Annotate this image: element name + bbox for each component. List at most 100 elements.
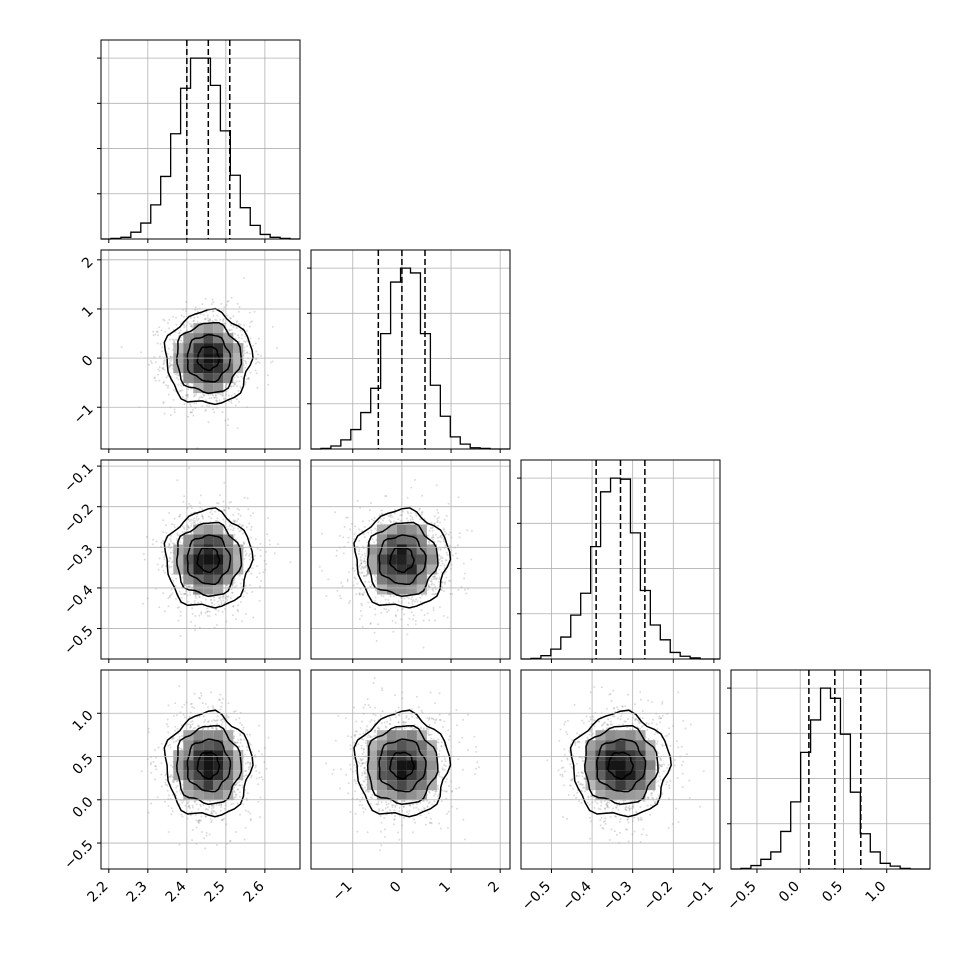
scatter-point <box>146 758 149 761</box>
scatter-point <box>232 315 235 318</box>
scatter-point <box>228 507 230 510</box>
scatter-point <box>188 502 191 505</box>
scatter-point <box>273 552 276 555</box>
scatter-point <box>204 318 207 321</box>
scatter-point <box>379 517 382 520</box>
scatter-point <box>166 352 169 355</box>
scatter-point <box>179 541 182 544</box>
scatter-point <box>194 813 197 816</box>
scatter-point <box>248 378 251 380</box>
scatter-point <box>470 530 473 532</box>
scatter-point <box>229 317 232 320</box>
scatter-point <box>211 320 214 323</box>
scatter-point <box>171 542 174 545</box>
scatter-point <box>438 576 441 579</box>
scatter-point <box>266 374 269 377</box>
scatter-point <box>188 467 191 469</box>
scatter-point <box>212 408 215 411</box>
scatter-point <box>215 394 217 397</box>
scatter-point <box>189 325 192 328</box>
scatter-point <box>228 329 231 331</box>
scatter-point <box>334 511 337 514</box>
scatter-point <box>167 597 170 600</box>
scatter-point <box>186 395 189 398</box>
scatter-point <box>180 384 183 387</box>
scatter-point <box>445 551 448 554</box>
scatter-point <box>225 595 228 598</box>
scatter-point <box>196 519 199 522</box>
scatter-point <box>156 796 159 799</box>
scatter-point <box>430 583 433 586</box>
scatter-point <box>353 532 356 535</box>
scatter-point <box>416 600 419 603</box>
scatter-point <box>160 541 163 544</box>
scatter-point <box>215 502 218 505</box>
scatter-point <box>369 622 372 625</box>
scatter-point <box>248 352 251 355</box>
scatter-point <box>247 377 250 380</box>
scatter-point <box>224 597 227 600</box>
scatter-point <box>383 608 386 610</box>
scatter-point <box>219 708 222 711</box>
scatter-point <box>439 557 442 560</box>
scatter-point <box>346 578 349 581</box>
scatter-point <box>194 615 197 617</box>
scatter-point <box>387 599 390 601</box>
scatter-point <box>265 550 267 553</box>
scatter-point <box>260 579 262 582</box>
scatter-point <box>235 380 238 383</box>
scatter-point <box>352 584 355 587</box>
scatter-point <box>169 355 172 358</box>
scatter-point <box>190 507 193 509</box>
scatter-point <box>439 540 442 543</box>
scatter-point <box>411 603 414 605</box>
scatter-point <box>198 596 201 599</box>
scatter-point <box>364 552 366 555</box>
scatter-point <box>252 616 255 619</box>
scatter-point <box>364 555 367 558</box>
scatter-point <box>157 373 160 376</box>
scatter-point <box>169 414 172 417</box>
scatter-point <box>373 631 376 634</box>
scatter-point <box>222 318 225 320</box>
scatter-point <box>379 521 382 524</box>
scatter-point <box>169 364 172 366</box>
hist-panel-2 <box>517 459 721 663</box>
scatter-point <box>449 580 452 582</box>
scatter-point <box>208 610 211 613</box>
scatter-point <box>217 502 220 505</box>
scatter-point <box>206 610 209 613</box>
scatter-point <box>222 595 224 597</box>
scatter-point <box>157 568 160 571</box>
scatter-point <box>197 601 200 604</box>
scatter-point <box>271 360 274 363</box>
scatter-point <box>154 376 156 379</box>
scatter-point <box>367 531 370 534</box>
scatter-point <box>347 536 350 539</box>
scatter-point <box>439 548 442 551</box>
scatter-point <box>234 618 237 621</box>
scatter-point <box>232 385 235 388</box>
scatter-point <box>161 350 164 353</box>
scatter-point <box>338 594 341 597</box>
density-cell <box>386 554 397 565</box>
scatter-point <box>160 329 163 332</box>
scatter-point <box>409 518 412 521</box>
scatter-point <box>212 310 215 313</box>
scatter-point <box>211 807 214 810</box>
scatter-point <box>229 528 232 531</box>
scatter-point <box>457 496 460 499</box>
scatter-point <box>239 813 241 816</box>
scatter-point <box>200 395 203 398</box>
scatter-point <box>235 321 238 324</box>
scatter-point <box>176 532 179 535</box>
scatter-point <box>258 361 261 364</box>
scatter-point <box>246 497 249 500</box>
scatter-point <box>246 351 249 354</box>
scatter-point <box>433 522 436 525</box>
scatter-point <box>438 580 441 583</box>
scatter-point <box>147 727 150 730</box>
scatter-point <box>222 397 225 400</box>
scatter-point <box>231 591 234 594</box>
scatter-point <box>410 486 413 489</box>
